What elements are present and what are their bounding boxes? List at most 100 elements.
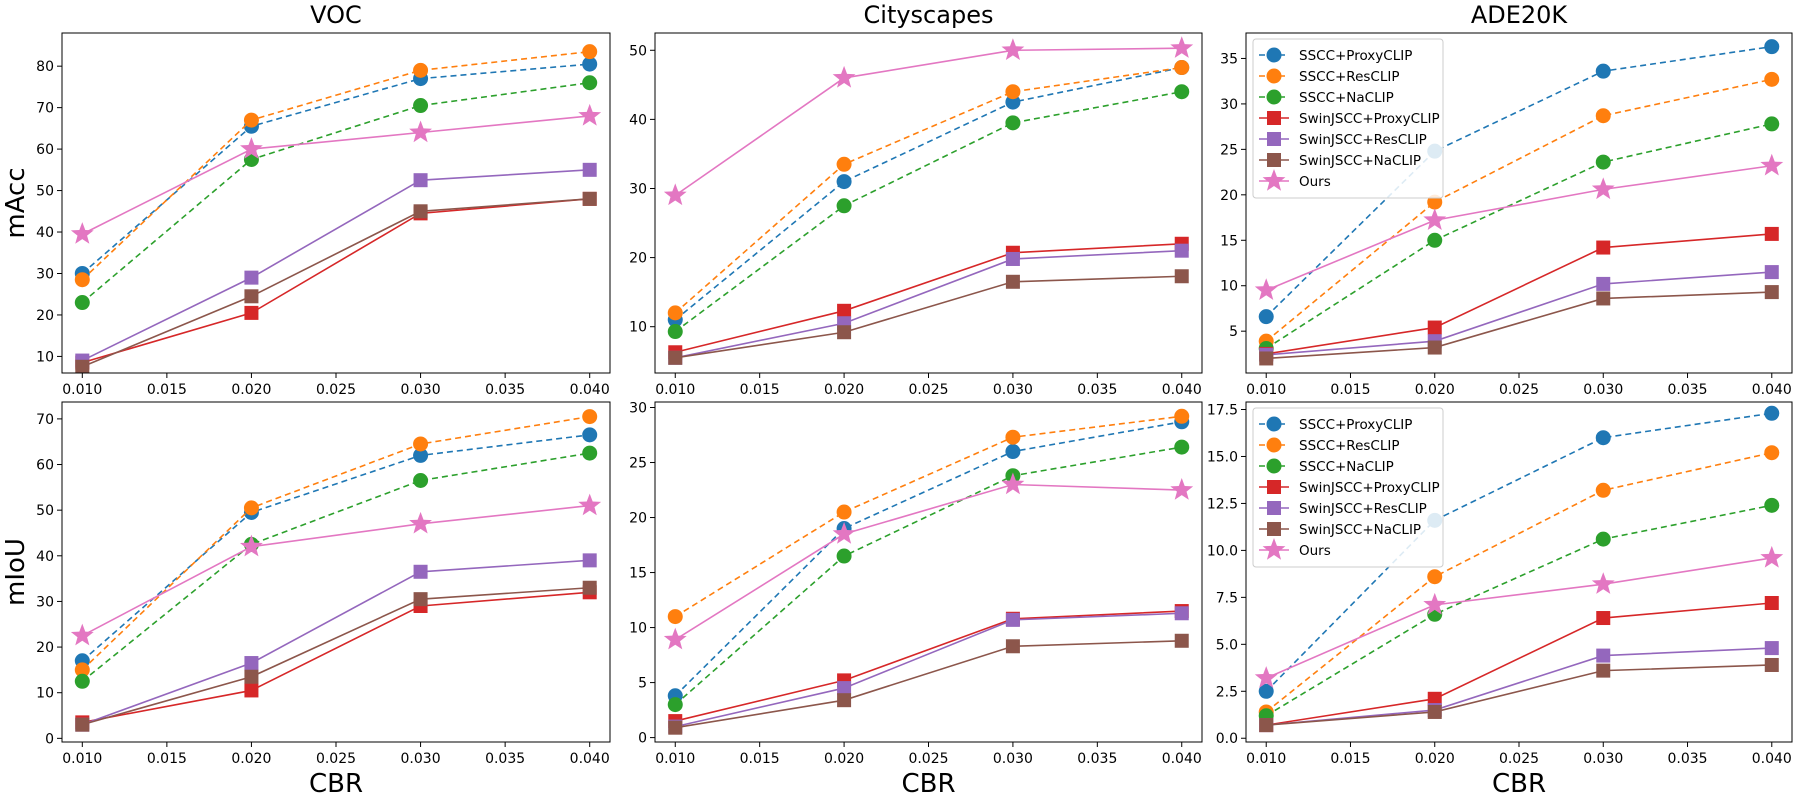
- panel-title: ADE20K: [1471, 1, 1569, 29]
- data-point: [244, 669, 259, 684]
- legend-entry: SSCC+ResCLIP: [1299, 69, 1400, 85]
- x-tick-label: 0.025: [908, 382, 948, 398]
- y-tick-label: 30: [36, 594, 54, 610]
- panel-title: Cityscapes: [864, 1, 994, 29]
- data-point: [70, 623, 94, 646]
- axes-frame: [654, 401, 1203, 743]
- y-tick-label: 20: [36, 308, 54, 324]
- data-point: [1595, 108, 1611, 124]
- series-line: [1266, 291, 1772, 360]
- data-point: [1005, 429, 1021, 445]
- y-tick-label: 12.5: [1207, 496, 1238, 512]
- y-tick-label: 40: [629, 112, 647, 128]
- data-point: [240, 534, 263, 557]
- data-point: [1764, 265, 1779, 280]
- data-point: [413, 472, 429, 488]
- legend-entry: SwinJSCC+NaCLIP: [1299, 153, 1421, 169]
- data-point: [1764, 657, 1779, 672]
- data-point: [1174, 439, 1190, 455]
- data-point: [582, 553, 597, 568]
- y-tick-label: 40: [36, 225, 54, 241]
- data-point: [1764, 445, 1780, 461]
- series-group: [663, 408, 1194, 735]
- y-axis-label: mIoU: [1, 538, 31, 606]
- y-tick-label: 5.0: [1216, 637, 1238, 653]
- x-tick-label: 0.010: [1246, 751, 1286, 767]
- x-tick-label: 0.030: [401, 382, 441, 398]
- x-tick-label: 0.040: [1162, 382, 1202, 398]
- y-tick-label: 20: [36, 640, 54, 656]
- series-line: [81, 198, 590, 368]
- series-line: [1265, 557, 1772, 679]
- data-point: [1258, 309, 1274, 325]
- x-tick-label: 0.010: [655, 382, 695, 398]
- series-line: [675, 639, 1182, 729]
- series-line: [674, 415, 1182, 618]
- data-point: [1764, 71, 1780, 87]
- data-point: [837, 325, 852, 340]
- y-tick-label: 20: [629, 511, 647, 527]
- y-tick-label: 15: [629, 566, 647, 582]
- y-tick-label: 30: [629, 401, 647, 417]
- legend-entry: SSCC+ProxyCLIP: [1299, 48, 1412, 64]
- y-tick-label: 70: [36, 101, 54, 117]
- data-point: [667, 305, 683, 321]
- data-point: [663, 627, 687, 650]
- data-point: [582, 427, 598, 443]
- data-point: [1001, 472, 1025, 495]
- series-line: [81, 169, 590, 362]
- data-point: [75, 359, 90, 373]
- y-tick-label: 60: [36, 142, 54, 158]
- data-point: [244, 289, 259, 304]
- legend-marker: [1267, 522, 1281, 536]
- data-point: [413, 62, 429, 78]
- data-point: [74, 295, 90, 311]
- x-tick-label: 0.015: [740, 751, 780, 767]
- data-point: [1174, 408, 1190, 424]
- data-point: [244, 270, 259, 285]
- panel-3: 0.010 0.015 0.020 0.025 0.030 0.035 0.040 5 10 15…: [1220, 1, 1793, 398]
- data-point: [1005, 115, 1021, 131]
- data-point: [413, 592, 428, 607]
- data-point: [409, 120, 432, 143]
- data-point: [1005, 94, 1021, 110]
- y-tick-label: 70: [36, 412, 54, 428]
- data-point: [1596, 648, 1611, 663]
- panel-2: 0.010 0.015 0.020 0.025 0.030 0.035 0.040 10 20 3…: [629, 1, 1203, 398]
- series-line: [1266, 664, 1772, 726]
- x-tick-label: 0.020: [1415, 382, 1455, 398]
- x-tick-label: 0.025: [1499, 751, 1539, 767]
- axes-frame: [61, 32, 611, 374]
- series-line: [82, 559, 590, 726]
- series-line: [1266, 602, 1772, 726]
- data-point: [1760, 153, 1784, 176]
- x-tick-label: 0.015: [147, 751, 187, 767]
- data-point: [1764, 226, 1779, 241]
- series-line: [674, 66, 1182, 314]
- data-point: [1427, 569, 1443, 585]
- legend-marker: [1267, 153, 1281, 167]
- data-point: [75, 717, 90, 732]
- x-tick-label: 0.030: [1583, 751, 1623, 767]
- data-point: [836, 156, 852, 172]
- series-line: [1265, 164, 1772, 292]
- legend-marker: [1262, 169, 1286, 191]
- legend-entry: SwinJSCC+ProxyCLIP: [1299, 480, 1440, 496]
- data-point: [667, 697, 683, 713]
- data-point: [668, 720, 683, 735]
- axes-frame: [1245, 32, 1793, 374]
- panel-5: 0.010 0.015 0.020 0.025 0.030 0.035 0.040 0 5 10 1…: [629, 401, 1203, 799]
- data-point: [837, 681, 852, 696]
- legend-marker: [1266, 89, 1282, 105]
- legend-marker: [1266, 458, 1282, 474]
- legend-marker: [1266, 68, 1282, 84]
- data-point: [1596, 276, 1611, 291]
- legend-marker: [1267, 132, 1281, 146]
- data-point: [413, 98, 429, 114]
- data-point: [1005, 274, 1020, 289]
- series-line: [1265, 451, 1772, 713]
- series-line: [81, 452, 590, 682]
- y-tick-label: 10: [36, 349, 54, 365]
- y-tick-label: 0.0: [1216, 731, 1238, 747]
- data-point: [667, 324, 683, 340]
